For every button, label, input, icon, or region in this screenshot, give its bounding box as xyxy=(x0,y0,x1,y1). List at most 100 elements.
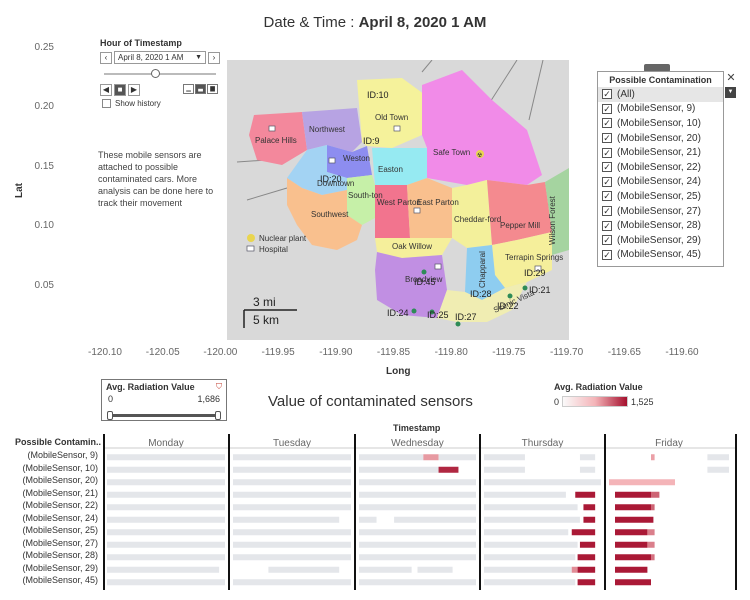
heatmap-cell[interactable] xyxy=(233,491,351,498)
check-icon[interactable]: ✓ xyxy=(602,235,612,246)
close-icon[interactable]: ✕ xyxy=(726,72,736,84)
hour-slider-knob[interactable] xyxy=(150,69,160,78)
sensor-point[interactable] xyxy=(411,308,417,314)
check-icon[interactable]: ✓ xyxy=(602,206,612,217)
heatmap-cell[interactable] xyxy=(359,491,476,498)
heatmap-cell[interactable] xyxy=(609,479,675,486)
district-east-parton[interactable] xyxy=(407,178,452,238)
hour-slider[interactable] xyxy=(104,69,216,78)
heatmap-cell[interactable] xyxy=(615,504,651,511)
heatmap-cell[interactable] xyxy=(438,454,476,461)
heatmap-cell[interactable] xyxy=(484,479,601,486)
check-icon[interactable]: ✓ xyxy=(602,162,612,173)
heatmap-cell[interactable] xyxy=(107,479,225,486)
district-safe-town[interactable] xyxy=(422,70,542,185)
heatmap-cell[interactable] xyxy=(107,529,225,536)
heatmap-cell[interactable] xyxy=(651,554,655,561)
heatmap-cell[interactable] xyxy=(438,466,459,473)
district-west-parton[interactable] xyxy=(375,185,410,238)
heatmap-cell[interactable] xyxy=(233,579,351,586)
heatmap-cell[interactable] xyxy=(579,541,596,548)
district-wilson-forest[interactable] xyxy=(545,168,569,255)
heatmap-cell[interactable] xyxy=(647,541,655,548)
heatmap-cell[interactable] xyxy=(233,554,351,561)
heatmap-cell[interactable] xyxy=(651,454,655,461)
heatmap-cell[interactable] xyxy=(484,554,576,561)
heatmap-cell[interactable] xyxy=(107,579,225,586)
district-scenic-vista[interactable] xyxy=(437,282,527,322)
heatmap-cell[interactable] xyxy=(359,541,476,548)
sensor-point[interactable] xyxy=(507,293,513,299)
next-hour-button[interactable]: › xyxy=(208,51,220,64)
heatmap-cell[interactable] xyxy=(107,554,225,561)
filter-icon[interactable]: ⛉ xyxy=(216,382,222,391)
contamination-item[interactable]: ✓ (MobileSensor, 10) xyxy=(598,116,723,131)
heatmap-cell[interactable] xyxy=(577,554,596,561)
district-cheddarford[interactable] xyxy=(452,180,492,248)
district-weston[interactable] xyxy=(327,145,372,178)
heatmap-cell[interactable] xyxy=(571,566,578,573)
heatmap-cell[interactable] xyxy=(484,579,576,586)
heatmap-cell[interactable] xyxy=(233,541,351,548)
heatmap-cell[interactable] xyxy=(359,529,476,536)
heatmap-cell[interactable] xyxy=(359,504,476,511)
heatmap-cell[interactable] xyxy=(575,491,596,498)
check-icon[interactable]: ✓ xyxy=(602,147,612,158)
heatmap-cell[interactable] xyxy=(359,466,439,473)
chevron-down-icon[interactable]: ▼ xyxy=(725,87,736,98)
heatmap-cell[interactable] xyxy=(647,529,655,536)
heatmap-cell[interactable] xyxy=(268,566,340,573)
speed-slow-button[interactable]: ▁ xyxy=(183,84,194,94)
sensor-point[interactable] xyxy=(522,285,528,291)
heatmap-cell[interactable] xyxy=(615,554,651,561)
heatmap-cell[interactable] xyxy=(651,491,660,498)
legend-drag-handle[interactable] xyxy=(644,64,670,72)
heatmap-cell[interactable] xyxy=(359,479,476,486)
heatmap-cell[interactable] xyxy=(577,579,596,586)
heatmap-cell[interactable] xyxy=(484,516,580,523)
district-old-town[interactable] xyxy=(357,78,432,148)
heatmap-cell[interactable] xyxy=(107,504,225,511)
heatmap-cell[interactable] xyxy=(107,541,225,548)
heatmap-cell[interactable] xyxy=(484,541,578,548)
heatmap-cell[interactable] xyxy=(577,566,596,573)
contamination-item[interactable]: ✓ (MobileSensor, 21) xyxy=(598,145,723,160)
heatmap-cell[interactable] xyxy=(707,466,729,473)
heatmap-cell[interactable] xyxy=(107,454,225,461)
heatmap-cell[interactable] xyxy=(615,541,648,548)
contamination-item[interactable]: ✓ (MobileSensor, 45) xyxy=(598,248,723,263)
check-icon[interactable]: ✓ xyxy=(602,220,612,231)
heatmap-cell[interactable] xyxy=(484,491,566,498)
heatmap-cell[interactable] xyxy=(359,454,424,461)
heatmap-cell[interactable] xyxy=(359,566,412,573)
sensor-point[interactable] xyxy=(429,309,435,315)
district-palace-hills[interactable] xyxy=(249,112,307,165)
contamination-item[interactable]: ✓ (MobileSensor, 20) xyxy=(598,131,723,146)
district-downtown[interactable] xyxy=(287,145,347,195)
heatmap-cell[interactable] xyxy=(615,579,651,586)
prev-hour-button[interactable]: ‹ xyxy=(100,51,112,64)
heatmap-cell[interactable] xyxy=(359,516,377,523)
step-back-button[interactable]: ◀ xyxy=(100,84,112,96)
heatmap-cell[interactable] xyxy=(423,454,439,461)
district-pepper-mill[interactable] xyxy=(487,180,552,245)
heatmap-cell[interactable] xyxy=(107,466,225,473)
heatmap-cell[interactable] xyxy=(615,566,648,573)
contamination-item[interactable]: ✓ (MobileSensor, 29) xyxy=(598,233,723,248)
range-min-handle[interactable] xyxy=(107,411,113,420)
heatmap-cell[interactable] xyxy=(484,529,569,536)
check-icon[interactable]: ✓ xyxy=(602,176,612,187)
show-history-checkbox[interactable] xyxy=(102,99,111,108)
play-button[interactable]: ▶ xyxy=(128,84,140,96)
hour-select[interactable]: April 8, 2020 1 AM ▼ xyxy=(114,51,206,64)
heatmap-cell[interactable] xyxy=(484,504,578,511)
contamination-item[interactable]: ✓ (MobileSensor, 27) xyxy=(598,204,723,219)
heatmap-cell[interactable] xyxy=(579,466,596,473)
city-map[interactable]: Palace Hills Northwest Old Town Weston S… xyxy=(227,60,569,340)
heatmap-cell[interactable] xyxy=(233,504,351,511)
heatmap-cell[interactable] xyxy=(107,516,225,523)
heatmap-cell[interactable] xyxy=(233,529,351,536)
district-northwest[interactable] xyxy=(302,108,362,152)
check-icon[interactable]: ✓ xyxy=(602,249,612,260)
contamination-item-all[interactable]: ✓ (All) xyxy=(598,87,723,102)
